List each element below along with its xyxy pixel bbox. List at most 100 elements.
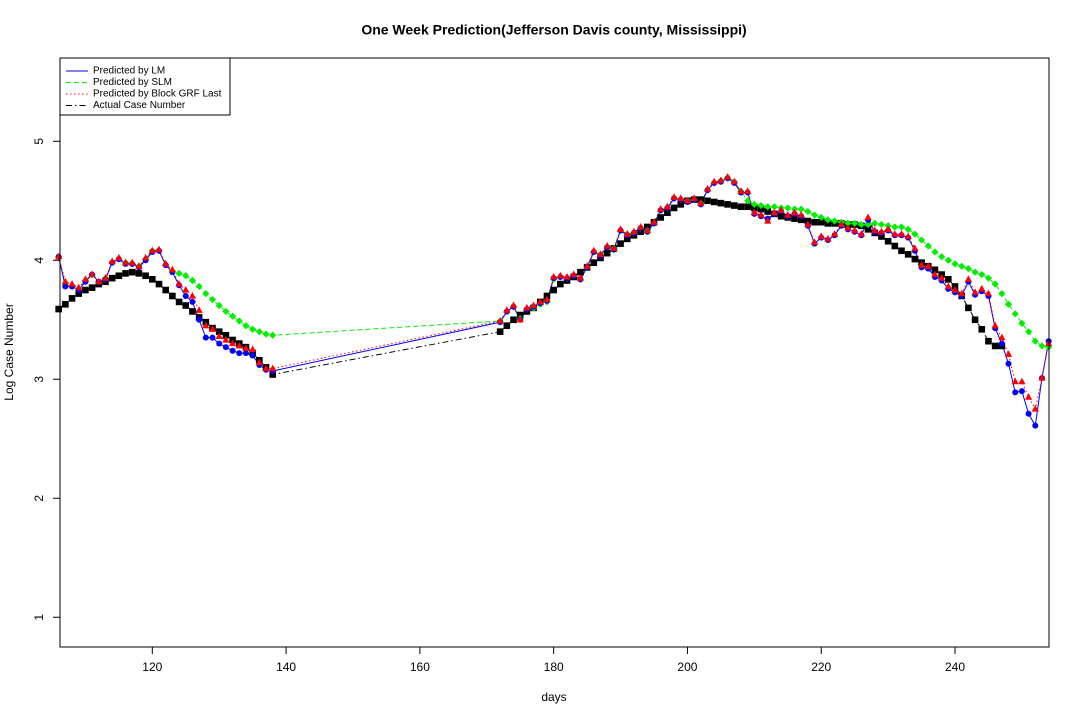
data-point	[737, 187, 745, 194]
data-point	[730, 202, 738, 209]
data-point	[650, 218, 658, 225]
data-point	[235, 317, 243, 325]
data-point	[82, 286, 89, 294]
data-point	[122, 270, 129, 277]
data-point	[128, 258, 136, 266]
data-point	[1005, 360, 1012, 367]
data-point	[784, 211, 792, 218]
data-point	[737, 203, 745, 211]
x-tick-label: 220	[811, 660, 831, 674]
data-point	[75, 283, 83, 291]
data-point	[108, 257, 116, 265]
data-point	[804, 207, 812, 216]
y-tick-label: 1	[32, 614, 46, 621]
data-point	[1032, 422, 1039, 429]
data-point	[724, 201, 731, 208]
data-point	[657, 205, 665, 212]
data-point	[864, 220, 872, 229]
data-point	[897, 230, 906, 237]
data-point	[637, 222, 645, 230]
data-point	[550, 272, 558, 280]
x-tick-label: 160	[410, 660, 430, 674]
data-point	[811, 218, 818, 226]
legend-label: Predicted by SLM	[93, 77, 172, 88]
data-point	[931, 248, 939, 256]
data-point	[202, 321, 210, 329]
data-point	[1031, 337, 1039, 345]
data-point	[503, 306, 511, 313]
data-point	[777, 206, 785, 213]
data-point	[991, 321, 999, 329]
data-point	[570, 270, 578, 278]
data-point	[262, 364, 270, 372]
data-point	[904, 251, 912, 258]
data-point	[590, 259, 598, 266]
data-point	[603, 249, 611, 257]
data-point	[764, 208, 772, 215]
data-point	[175, 280, 183, 287]
data-point	[62, 301, 69, 308]
data-point	[964, 265, 972, 273]
data-point	[904, 232, 912, 240]
data-point	[1038, 374, 1046, 381]
data-point	[744, 197, 752, 205]
data-point	[155, 245, 163, 253]
data-point	[496, 328, 504, 335]
data-point	[938, 253, 946, 261]
data-point	[717, 199, 725, 207]
data-point	[978, 284, 986, 292]
data-point	[978, 325, 986, 333]
data-point	[998, 340, 1005, 347]
data-point	[710, 177, 718, 185]
data-point	[182, 302, 190, 309]
x-tick-label: 240	[945, 660, 965, 674]
data-point	[550, 286, 557, 294]
data-point	[1031, 405, 1039, 412]
data-point	[215, 328, 223, 335]
data-point	[255, 328, 263, 336]
data-point	[630, 227, 638, 235]
data-point	[924, 242, 932, 250]
data-point	[188, 276, 197, 285]
data-point	[984, 274, 993, 282]
data-point	[590, 246, 598, 254]
data-point	[790, 208, 799, 216]
data-point	[797, 216, 805, 224]
data-point	[757, 201, 765, 210]
data-point	[101, 274, 110, 281]
data-point	[269, 371, 277, 378]
data-point	[683, 196, 692, 204]
data-point	[697, 199, 705, 206]
data-point	[817, 213, 825, 222]
data-point	[175, 298, 183, 306]
data-point	[510, 316, 517, 324]
data-point	[209, 334, 216, 341]
data-point	[791, 215, 798, 222]
data-point	[142, 253, 150, 261]
data-point	[216, 340, 223, 347]
y-tick-label: 2	[32, 495, 46, 502]
y-axis-label: Log Case Number	[2, 303, 16, 400]
data-point	[68, 280, 76, 287]
data-point	[121, 258, 130, 266]
data-point	[610, 244, 618, 251]
data-point	[911, 255, 919, 263]
data-point	[984, 289, 993, 297]
data-point	[670, 204, 678, 212]
data-point	[188, 291, 197, 299]
data-point	[857, 220, 865, 229]
data-point	[169, 292, 176, 300]
data-point	[556, 271, 564, 279]
data-point	[864, 226, 872, 233]
data-point	[229, 347, 236, 354]
data-point	[917, 236, 926, 244]
data-point	[898, 247, 905, 255]
data-point	[162, 259, 170, 267]
data-point	[657, 214, 664, 221]
data-point	[242, 322, 250, 330]
data-point	[964, 275, 972, 282]
data-point	[837, 220, 845, 228]
data-point	[844, 224, 852, 231]
data-point	[222, 307, 230, 316]
